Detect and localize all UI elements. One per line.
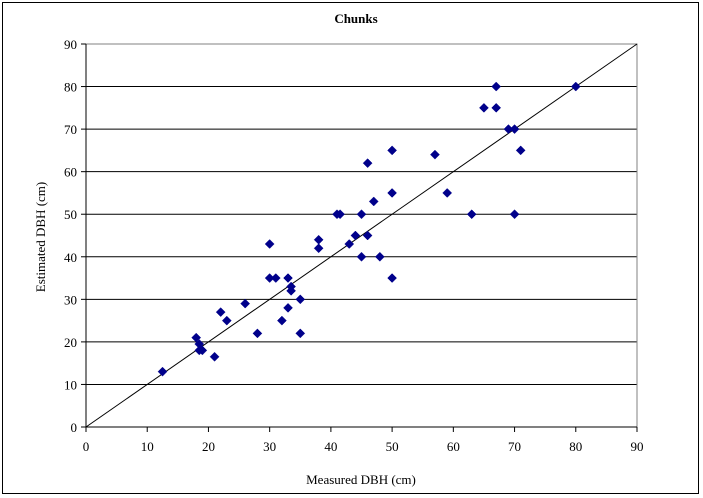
reference-line-group [85, 43, 638, 428]
data-point [375, 251, 385, 262]
data-points [157, 81, 581, 377]
data-point [515, 145, 526, 156]
x-tick-label: 40 [324, 439, 337, 454]
data-point [491, 81, 502, 92]
data-point [387, 188, 397, 198]
x-axis-ticks: 0 10 20 30 40 50 60 70 80 90 [83, 426, 644, 454]
y-tick-label: 70 [64, 122, 77, 137]
data-point [283, 302, 293, 313]
data-point [295, 294, 306, 305]
y-tick-label: 40 [64, 250, 77, 265]
data-point [252, 328, 263, 339]
y-tick-label: 90 [64, 37, 77, 52]
x-tick-label: 30 [263, 439, 276, 454]
x-tick-label: 10 [141, 439, 154, 454]
chart-frame [2, 2, 699, 494]
data-point [313, 243, 324, 254]
x-tick-label: 80 [569, 439, 582, 454]
data-point [197, 345, 208, 356]
y-axis-label: Estimated DBH (cm) [33, 182, 48, 292]
data-point [368, 196, 379, 207]
data-point [270, 273, 281, 283]
data-point [387, 145, 397, 156]
data-point [283, 273, 293, 283]
y-tick-label: 80 [64, 80, 77, 95]
y-tick-label: 60 [64, 165, 77, 180]
data-point [509, 209, 520, 220]
data-point [430, 149, 440, 160]
data-point [362, 158, 373, 169]
data-point [356, 209, 367, 220]
x-tick-label: 50 [386, 439, 399, 454]
x-tick-label: 70 [508, 439, 521, 454]
x-tick-label: 60 [447, 439, 460, 454]
data-point [286, 281, 296, 292]
data-point [570, 81, 581, 92]
data-point [387, 273, 397, 283]
data-point [264, 239, 275, 249]
data-point [509, 124, 520, 134]
y-tick-label: 0 [71, 420, 78, 435]
data-point [277, 315, 287, 326]
y-tick-label: 30 [64, 292, 77, 307]
data-point [466, 209, 477, 220]
data-point [362, 230, 373, 241]
data-point [313, 234, 324, 245]
data-point [194, 339, 205, 349]
data-point [215, 307, 226, 317]
data-point [191, 332, 202, 343]
chart-title: Chunks [334, 11, 377, 26]
data-point [442, 188, 453, 198]
data-point [350, 230, 361, 241]
reference-line [85, 43, 638, 428]
x-tick-label: 90 [631, 439, 644, 454]
data-point [295, 328, 306, 339]
data-point [221, 315, 232, 326]
x-tick-label: 0 [83, 439, 90, 454]
data-point [491, 102, 502, 113]
data-point [356, 251, 367, 262]
x-tick-label: 20 [202, 439, 215, 454]
data-point [240, 298, 251, 309]
y-tick-label: 10 [64, 377, 77, 392]
y-axis-ticks: 0 10 20 30 40 50 60 70 80 90 [64, 37, 87, 435]
y-tick-label: 20 [64, 335, 77, 350]
data-point [209, 351, 220, 362]
data-point [479, 102, 489, 113]
data-point [157, 366, 168, 377]
data-point [344, 239, 355, 249]
y-tick-label: 50 [64, 207, 77, 222]
data-point [335, 209, 345, 220]
x-axis-label: Measured DBH (cm) [306, 472, 416, 487]
